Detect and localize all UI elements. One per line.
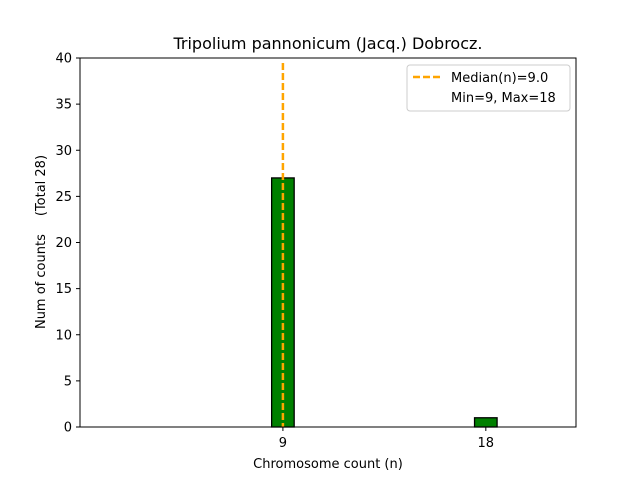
y-tick-label: 15: [55, 282, 72, 297]
y-axis-label-main: Num of counts: [34, 234, 49, 329]
legend-box: [406, 64, 571, 112]
y-tick-label: 30: [55, 144, 72, 159]
x-tick-label: 9: [279, 436, 287, 451]
legend-median-label: Median(n)=9.0: [451, 71, 548, 86]
y-tick-label: 20: [55, 236, 72, 251]
y-axis-label-note: (Total 28): [34, 155, 49, 216]
y-tick-label: 5: [64, 374, 72, 389]
chart-title: Tripolium pannonicum (Jacq.) Dobrocz.: [172, 34, 482, 53]
y-ticks: 0 5 10 15 20 25 30 35 40: [55, 52, 80, 436]
y-axis-label: Num of counts (Total 28): [34, 155, 49, 329]
legend: Median(n)=9.0 Min=9, Max=18: [406, 64, 571, 112]
y-tick-label: 10: [55, 328, 72, 343]
y-tick-label: 35: [55, 98, 72, 113]
legend-minmax-label: Min=9, Max=18: [451, 91, 556, 106]
bar-18: [473, 417, 498, 428]
y-tick-label: 40: [55, 52, 72, 67]
x-ticks: 9 18: [279, 427, 494, 451]
y-tick-label: 0: [64, 421, 72, 436]
y-tick-label: 25: [55, 190, 72, 205]
x-axis-label: Chromosome count (n): [253, 457, 403, 472]
x-tick-label: 18: [478, 436, 495, 451]
